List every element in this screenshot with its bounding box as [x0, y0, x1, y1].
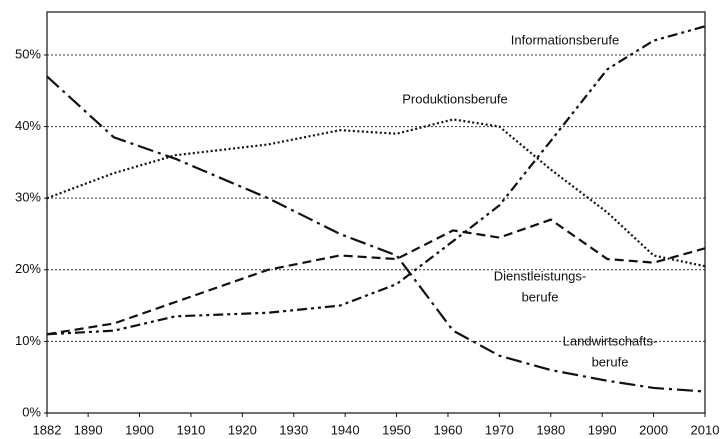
x-tick-label: 2010: [691, 422, 720, 437]
series-label: berufe: [522, 289, 559, 304]
series-line: [46, 75, 706, 393]
x-tick-label: 1960: [434, 422, 463, 437]
x-tick-label: 1900: [125, 422, 154, 437]
x-tick-label: 1940: [331, 422, 360, 437]
x-tick-label: 1910: [176, 422, 205, 437]
series-label: Landwirtschafts-: [563, 333, 658, 348]
x-tick-label: 1882: [33, 422, 62, 437]
series-label: Informationsberufe: [511, 32, 619, 47]
x-tick-label: 1930: [279, 422, 308, 437]
y-tick-label: 30%: [15, 190, 41, 205]
series-label: Produktionsberufe: [402, 91, 508, 106]
series-label: berufe: [592, 354, 629, 369]
series-line: [46, 118, 706, 268]
series-label: Dienstleistungs-: [494, 268, 587, 283]
x-tick-label: 1990: [588, 422, 617, 437]
y-tick-label: 20%: [15, 261, 41, 276]
x-tick-label: 1980: [536, 422, 565, 437]
plot-frame: [46, 11, 706, 414]
y-tick-label: 50%: [15, 46, 41, 61]
x-tick-label: 1890: [74, 422, 103, 437]
series-line: [46, 25, 706, 336]
x-tick-label: 1920: [228, 422, 257, 437]
y-tick-label: 10%: [15, 333, 41, 348]
x-tick-label: 1950: [382, 422, 411, 437]
x-tick-label: 2000: [639, 422, 668, 437]
y-tick-label: 40%: [15, 118, 41, 133]
y-tick-label: 0%: [22, 404, 41, 419]
x-tick-label: 1970: [485, 422, 514, 437]
series-line: [46, 218, 706, 336]
